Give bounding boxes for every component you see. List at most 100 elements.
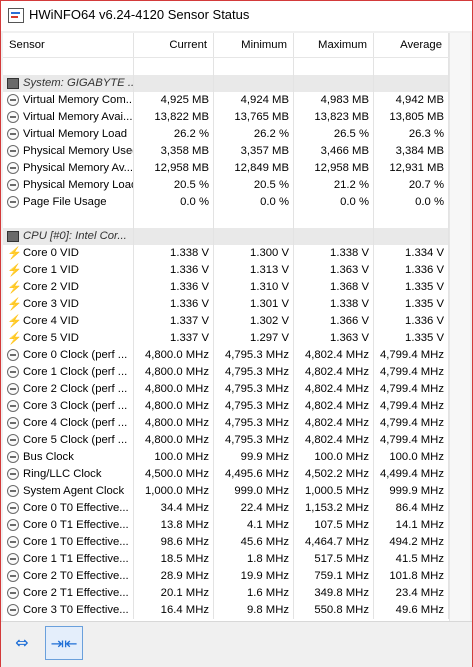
- sensor-row[interactable]: ⚡ Core 5 VID 1.337 V 1.297 V 1.363 V 1.335 V: [3, 330, 449, 347]
- empty-cell: [3, 211, 134, 228]
- minimum-value: 20.5 %: [214, 177, 294, 194]
- average-value: 101.8 MHz: [374, 568, 449, 585]
- minimum-value: 3,357 MB: [214, 143, 294, 160]
- sensor-row[interactable]: Bus Clock 100.0 MHz 99.9 MHz 100.0 MHz 100.0…: [3, 449, 449, 466]
- sensor-row[interactable]: Physical Memory Used 3,358 MB 3,357 MB 3,46…: [3, 143, 449, 160]
- minimum-value: [214, 228, 294, 245]
- minimum-value: 45.6 MHz: [214, 534, 294, 551]
- column-header-current[interactable]: Current: [134, 33, 214, 57]
- clock-icon: [7, 604, 19, 616]
- sensor-row[interactable]: Virtual Memory Com... 4,925 MB 4,924 MB 4,9…: [3, 92, 449, 109]
- maximum-value: 1.368 V: [294, 279, 374, 296]
- sensor-row[interactable]: ⚡ Core 2 VID 1.336 V 1.310 V 1.368 V 1.335 V: [3, 279, 449, 296]
- maximum-value: 26.5 %: [294, 126, 374, 143]
- minimum-value: 1.313 V: [214, 262, 294, 279]
- maximum-value: 4,802.4 MHz: [294, 432, 374, 449]
- sensor-name-cell: Core 4 Clock (perf ...: [3, 415, 134, 432]
- sensor-row[interactable]: Virtual Memory Avai... 13,822 MB 13,765 MB…: [3, 109, 449, 126]
- sensor-row[interactable]: ⚡ Core 4 VID 1.337 V 1.302 V 1.366 V 1.336 V: [3, 313, 449, 330]
- sensor-row[interactable]: ⚡ Core 3 VID 1.336 V 1.301 V 1.338 V 1.335 V: [3, 296, 449, 313]
- maximum-value: 550.8 MHz: [294, 602, 374, 619]
- sensor-row[interactable]: Core 5 Clock (perf ... 4,800.0 MHz 4,795.3…: [3, 432, 449, 449]
- sensor-name: Core 2 Clock (perf ...: [23, 383, 128, 395]
- bolt-icon: ⚡: [7, 246, 22, 260]
- sensor-row[interactable]: Core 1 T0 Effective... 98.6 MHz 45.6 MHz 4,…: [3, 534, 449, 551]
- sensor-row[interactable]: Page File Usage 0.0 % 0.0 % 0.0 % 0.0 %: [3, 194, 449, 211]
- column-header-maximum[interactable]: Maximum: [294, 33, 374, 57]
- sensor-row[interactable]: Core 0 T1 Effective... 13.8 MHz 4.1 MHz 107…: [3, 517, 449, 534]
- minimum-value: 26.2 %: [214, 126, 294, 143]
- sensor-name-cell: Core 1 T0 Effective...: [3, 534, 134, 551]
- column-header-average[interactable]: Average: [374, 33, 449, 57]
- sensor-row[interactable]: Core 2 T0 Effective... 28.9 MHz 19.9 MHz 75…: [3, 568, 449, 585]
- sensor-table[interactable]: Sensor Current Minimum Maximum Average S…: [3, 33, 449, 621]
- average-value: 4,942 MB: [374, 92, 449, 109]
- sensor-row[interactable]: Core 0 T0 Effective... 34.4 MHz 22.4 MHz 1,…: [3, 500, 449, 517]
- sensor-name-cell: Ring/LLC Clock: [3, 466, 134, 483]
- maximum-value: 4,802.4 MHz: [294, 398, 374, 415]
- collapse-arrows-icon[interactable]: ⇥⇤: [45, 626, 83, 660]
- minimum-value: 0.0 %: [214, 194, 294, 211]
- column-header-sensor[interactable]: Sensor: [3, 33, 134, 57]
- sensor-name-cell: Physical Memory Load: [3, 177, 134, 194]
- bolt-icon: ⚡: [7, 263, 22, 277]
- sensor-row[interactable]: ⚡ Core 1 VID 1.336 V 1.313 V 1.363 V 1.336 V: [3, 262, 449, 279]
- app-icon: [8, 8, 24, 23]
- expand-arrows-icon[interactable]: ⇔: [15, 633, 29, 652]
- sensor-group-row[interactable]: CPU [#0]: Intel Cor...: [3, 228, 449, 245]
- spacer-row: [3, 211, 449, 228]
- sensor-row[interactable]: Core 2 T1 Effective... 20.1 MHz 1.6 MHz 349…: [3, 585, 449, 602]
- sensor-name-cell: Virtual Memory Avai...: [3, 109, 134, 126]
- sensor-name: Core 2 T0 Effective...: [23, 570, 129, 582]
- empty-cell: [214, 211, 294, 228]
- current-value: 1,000.0 MHz: [134, 483, 214, 500]
- average-value: 1.336 V: [374, 313, 449, 330]
- minimum-value: 4,795.3 MHz: [214, 364, 294, 381]
- average-value: 1.335 V: [374, 330, 449, 347]
- current-value: 4,800.0 MHz: [134, 364, 214, 381]
- maximum-value: 1.338 V: [294, 245, 374, 262]
- sensor-row[interactable]: ⚡ Core 0 VID 1.338 V 1.300 V 1.338 V 1.334 V: [3, 245, 449, 262]
- average-value: 4,799.4 MHz: [374, 432, 449, 449]
- clock-icon: [7, 111, 19, 123]
- vertical-scrollbar[interactable]: [449, 33, 470, 621]
- sensor-row[interactable]: Core 0 Clock (perf ... 4,800.0 MHz 4,795.3…: [3, 347, 449, 364]
- current-value: 100.0 MHz: [134, 449, 214, 466]
- sensor-row[interactable]: Core 3 T0 Effective... 16.4 MHz 9.8 MHz 550…: [3, 602, 449, 619]
- sensor-name: Virtual Memory Avai...: [23, 111, 133, 123]
- sensor-name: Core 5 VID: [23, 332, 79, 344]
- sensor-name: CPU [#0]: Intel Cor...: [23, 230, 127, 242]
- minimum-value: 1.310 V: [214, 279, 294, 296]
- sensor-row[interactable]: Virtual Memory Load 26.2 % 26.2 % 26.5 % 26.…: [3, 126, 449, 143]
- sensor-row[interactable]: Core 1 Clock (perf ... 4,800.0 MHz 4,795.3…: [3, 364, 449, 381]
- average-value: 4,499.4 MHz: [374, 466, 449, 483]
- sensor-row[interactable]: Physical Memory Av... 12,958 MB 12,849 MB 1…: [3, 160, 449, 177]
- column-header-minimum[interactable]: Minimum: [214, 33, 294, 57]
- sensor-row[interactable]: Physical Memory Load 20.5 % 20.5 % 21.2 % 20…: [3, 177, 449, 194]
- minimum-value: 1.302 V: [214, 313, 294, 330]
- clock-icon: [7, 451, 19, 463]
- sensor-row[interactable]: Core 1 T1 Effective... 18.5 MHz 1.8 MHz 517…: [3, 551, 449, 568]
- empty-cell: [134, 211, 214, 228]
- minimum-value: 4,795.3 MHz: [214, 381, 294, 398]
- minimum-value: 12,849 MB: [214, 160, 294, 177]
- current-value: 13.8 MHz: [134, 517, 214, 534]
- sensor-group-row[interactable]: System: GIGABYTE ...: [3, 75, 449, 92]
- minimum-value: 1.297 V: [214, 330, 294, 347]
- clock-icon: [7, 570, 19, 582]
- sensor-row[interactable]: Core 2 Clock (perf ... 4,800.0 MHz 4,795.3…: [3, 381, 449, 398]
- minimum-value: 4,495.6 MHz: [214, 466, 294, 483]
- sensor-row[interactable]: Ring/LLC Clock 4,500.0 MHz 4,495.6 MHz 4,50…: [3, 466, 449, 483]
- sensor-name: Core 0 VID: [23, 247, 79, 259]
- sensor-name-cell: System Agent Clock: [3, 483, 134, 500]
- sensor-row[interactable]: System Agent Clock 1,000.0 MHz 999.0 MHz 1,…: [3, 483, 449, 500]
- sensor-name-cell: ⚡ Core 0 VID: [3, 245, 134, 262]
- sensor-row[interactable]: Core 3 Clock (perf ... 4,800.0 MHz 4,795.3…: [3, 398, 449, 415]
- sensor-name-cell: Core 2 Clock (perf ...: [3, 381, 134, 398]
- sensor-name-cell: Core 2 T1 Effective...: [3, 585, 134, 602]
- sensor-row[interactable]: Core 4 Clock (perf ... 4,800.0 MHz 4,795.3…: [3, 415, 449, 432]
- sensor-name: Core 0 T1 Effective...: [23, 519, 129, 531]
- minimum-value: 9.8 MHz: [214, 602, 294, 619]
- clock-icon: [7, 366, 19, 378]
- clock-icon: [7, 553, 19, 565]
